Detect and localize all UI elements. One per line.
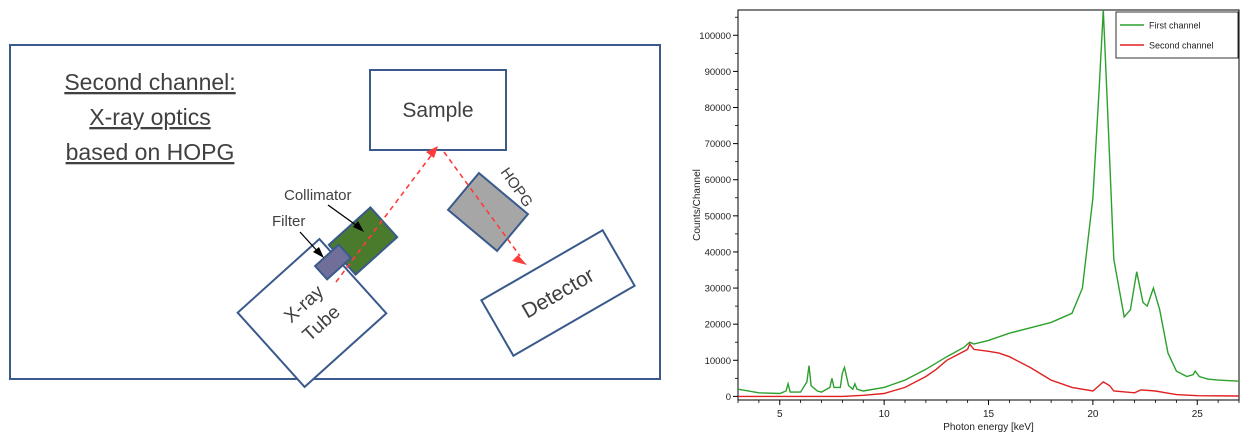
chart-legend: First channel Second channel (1115, 11, 1239, 59)
series-line-2 (738, 342, 1239, 398)
y-tick-label: 70000 (705, 139, 731, 150)
x-axis-label: Photon energy [keV] (943, 422, 1034, 432)
x-tick-label: 10 (879, 409, 891, 420)
hopg-optics-diagram: Second channel: X-ray optics based on HO… (9, 44, 661, 389)
plot-frame (737, 9, 1240, 401)
collimator-annotation: Collimator (284, 187, 364, 232)
y-tick-label: 40000 (705, 247, 731, 258)
y-tick-label: 10000 (705, 356, 731, 367)
sample-label: Sample (402, 99, 473, 122)
legend-box (1115, 11, 1239, 59)
sample-box: Sample (369, 69, 507, 151)
x-tick-label: 15 (983, 409, 995, 420)
diagram-heading: Second channel: X-ray optics based on HO… (64, 69, 235, 165)
filter-label: Filter (272, 213, 305, 230)
legend-label-1: First channel (1149, 21, 1201, 31)
detector-box: Detector (480, 228, 636, 358)
x-tick-label: 5 (777, 409, 783, 420)
y-tick-label: 80000 (705, 103, 731, 114)
series-line-1 (738, 10, 1239, 395)
y-tick-label: 60000 (705, 175, 731, 186)
collimator-label: Collimator (284, 187, 352, 204)
heading-line-1: Second channel: (64, 69, 235, 95)
chart-axes: 5 10 15 20 25 0 10000 20000 30000 40000 50000 60000… (699, 9, 1240, 420)
y-tick-label: 20000 (705, 320, 731, 331)
y-tick-label: 30000 (705, 284, 731, 295)
y-tick-label: 50000 (705, 211, 731, 222)
filter-annotation: Filter (272, 213, 324, 258)
heading-line-2: X-ray optics (89, 104, 210, 130)
y-tick-label: 0 (726, 392, 731, 403)
chart-series (738, 10, 1239, 398)
x-ray-tube: X-ray Tube (236, 237, 388, 389)
beam-path (335, 146, 527, 283)
filter (313, 243, 353, 281)
x-tick-label: 25 (1192, 409, 1204, 420)
y-tick-label: 90000 (705, 67, 731, 78)
y-axis-label: Counts/Channel (692, 169, 703, 241)
legend-label-2: Second channel (1149, 41, 1214, 51)
x-tick-label: 20 (1087, 409, 1099, 420)
y-tick-label: 100000 (699, 31, 731, 42)
spectrum-chart: 5 10 15 20 25 0 10000 20000 30000 40000 50000 60000… (692, 9, 1240, 432)
heading-line-3: based on HOPG (66, 139, 235, 165)
